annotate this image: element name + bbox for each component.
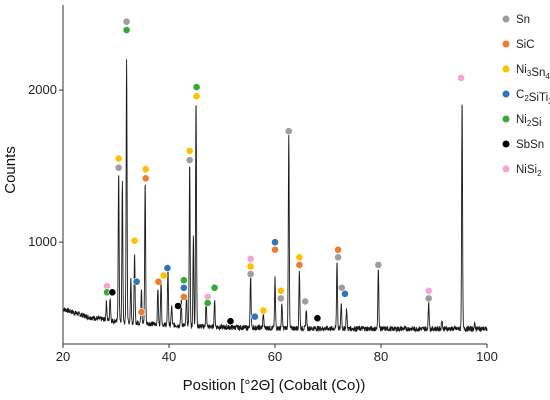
marker-sbsn (108, 288, 117, 297)
marker-sn (334, 253, 342, 262)
marker-ni3sn4 (114, 154, 123, 163)
x-tick-label: 80 (374, 349, 388, 364)
marker-sn (246, 270, 255, 278)
x-tick-label: 60 (268, 349, 282, 364)
marker-nisi2 (424, 286, 433, 295)
marker-sbsn (174, 302, 182, 310)
marker-c2siti3 (179, 283, 188, 292)
marker-c2siti3 (163, 264, 172, 272)
marker-ni3sn4 (295, 253, 304, 262)
tick-labels: 20 40 60 80 100 1000 2000 (28, 82, 498, 364)
marker-sic (271, 245, 279, 254)
diffraction-trace (62, 59, 488, 333)
marker-sn (374, 261, 383, 269)
phase-markers (103, 17, 465, 326)
xrd-pattern-line (62, 59, 488, 333)
marker-sic (154, 277, 163, 286)
legend-marker-nisi2 (501, 164, 511, 174)
marker-sbsn (226, 317, 235, 326)
marker-ni3sn4 (192, 92, 201, 101)
marker-c2siti3 (250, 312, 259, 321)
marker-ni3sn4 (259, 306, 268, 315)
marker-sn (185, 156, 194, 164)
marker-sn (122, 17, 131, 26)
x-tick-label: 100 (476, 349, 498, 364)
marker-sn (424, 294, 433, 303)
marker-ni3sn4 (141, 165, 150, 174)
marker-c2siti3 (341, 289, 349, 298)
marker-ni2si (210, 283, 219, 292)
x-tick-label: 20 (56, 349, 70, 364)
marker-ni2si (203, 299, 212, 307)
chart-axes (59, 5, 488, 348)
legend-marker-sic (501, 39, 511, 49)
marker-sn (301, 297, 310, 306)
marker-ni3sn4 (130, 236, 139, 245)
marker-nisi2 (246, 254, 255, 263)
marker-sn (276, 294, 285, 303)
x-axis-title: Position [°2Θ] (Cobalt (Co)) (183, 377, 366, 394)
y-tick-label: 2000 (28, 82, 57, 97)
marker-c2siti3 (271, 238, 279, 247)
x-tick-label: 40 (162, 349, 176, 364)
marker-ni3sn4 (246, 262, 255, 271)
marker-sic (295, 261, 304, 269)
y-axis-title: Counts (2, 146, 19, 194)
marker-sn (284, 127, 293, 136)
legend-marker-sn (501, 14, 511, 24)
marker-sic (137, 308, 146, 316)
marker-ni2si (192, 83, 201, 91)
legend-label-sbsn: SbSn (516, 139, 544, 151)
marker-sn (337, 283, 346, 292)
legend-label-sn: Sn (516, 14, 530, 26)
legend-marker-sbsn (501, 139, 511, 149)
legend-marker-ni2si (501, 114, 511, 124)
legend-label-ni3sn4: Ni3Sn4 (516, 64, 550, 81)
marker-ni2si (179, 276, 188, 285)
marker-ni2si (122, 26, 131, 34)
marker-c2siti3 (132, 277, 141, 286)
marker-ni3sn4 (276, 286, 285, 295)
legend-label-ni2si: Ni2Si (516, 114, 542, 129)
marker-nisi2 (457, 74, 465, 82)
marker-sbsn (313, 314, 322, 323)
legend-label-nisi2: NiSi2 (516, 164, 542, 178)
marker-sic (334, 245, 342, 254)
marker-sic (141, 174, 150, 183)
legend: Sn SiC Ni3Sn4 C2SiTi3 Ni2Si SbSn NiSi2 (501, 14, 550, 178)
marker-ni3sn4 (185, 147, 194, 155)
marker-sn (114, 163, 123, 172)
marker-ni3sn4 (159, 271, 168, 280)
y-tick-label: 1000 (28, 234, 57, 249)
legend-label-sic: SiC (516, 39, 535, 51)
marker-sic (179, 292, 188, 301)
legend-marker-c2siti3 (501, 89, 511, 99)
legend-label-c2siti3: C2SiTi3 (516, 89, 550, 106)
legend-marker-ni3sn4 (501, 64, 511, 74)
